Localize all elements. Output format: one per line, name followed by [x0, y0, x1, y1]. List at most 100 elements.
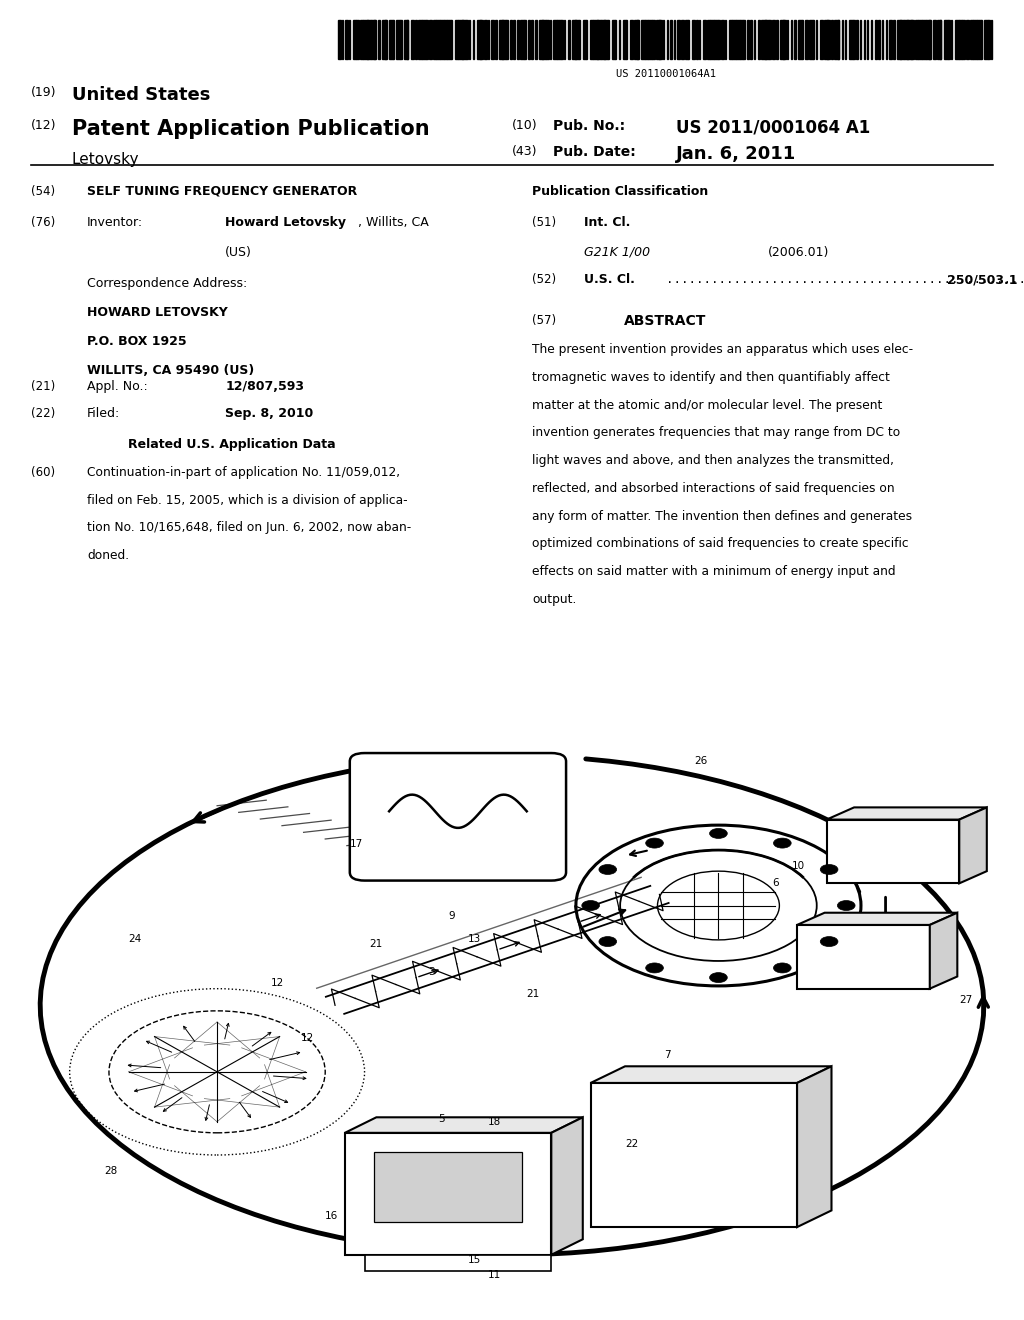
Text: (10): (10) — [512, 119, 538, 132]
Bar — [827, 20, 830, 59]
Bar — [510, 20, 512, 59]
Bar — [779, 20, 783, 59]
Bar — [385, 20, 387, 59]
Bar — [371, 20, 375, 59]
Text: United States: United States — [72, 86, 210, 104]
Bar — [711, 20, 715, 59]
Bar — [667, 20, 668, 59]
Text: 16: 16 — [326, 1210, 339, 1221]
Text: (76): (76) — [31, 216, 55, 230]
Bar — [620, 20, 621, 59]
Text: matter at the atomic and/or molecular level. The present: matter at the atomic and/or molecular le… — [532, 399, 883, 412]
Bar — [783, 20, 786, 59]
Bar — [436, 20, 439, 59]
Circle shape — [646, 964, 664, 973]
Text: Correspondence Address:: Correspondence Address: — [87, 277, 247, 290]
Bar — [695, 20, 697, 59]
Text: US 2011/0001064 A1: US 2011/0001064 A1 — [676, 119, 870, 137]
Bar — [743, 20, 745, 59]
Bar — [466, 20, 468, 59]
Text: (US): (US) — [225, 246, 252, 259]
Bar — [539, 20, 543, 59]
Bar — [655, 20, 659, 59]
Text: Howard Letovsky: Howard Letovsky — [225, 216, 346, 230]
Text: doned.: doned. — [87, 549, 129, 562]
Bar — [382, 20, 386, 59]
Text: SELF TUNING FREQUENCY GENERATOR: SELF TUNING FREQUENCY GENERATOR — [87, 185, 357, 198]
Text: (57): (57) — [532, 314, 557, 327]
Polygon shape — [591, 1067, 831, 1082]
Text: 7: 7 — [665, 1049, 671, 1060]
Bar — [714, 20, 718, 59]
Bar — [703, 20, 707, 59]
Circle shape — [646, 838, 664, 847]
Text: Appl. No.:: Appl. No.: — [87, 380, 147, 393]
Bar — [342, 20, 343, 59]
Bar — [408, 20, 409, 59]
Bar — [692, 20, 695, 59]
Text: 21: 21 — [526, 989, 540, 999]
Text: HOWARD LETOVSKY: HOWARD LETOVSKY — [87, 306, 227, 319]
Circle shape — [582, 900, 599, 911]
FancyBboxPatch shape — [350, 752, 566, 880]
Text: 21: 21 — [370, 939, 383, 949]
Bar — [933, 20, 936, 59]
Bar — [911, 20, 914, 59]
Text: tion No. 10/165,648, filed on Jun. 6, 2002, now aban-: tion No. 10/165,648, filed on Jun. 6, 20… — [87, 521, 412, 535]
Bar — [604, 20, 607, 59]
Text: 250/503.1: 250/503.1 — [947, 273, 1018, 286]
Text: 26: 26 — [694, 756, 708, 766]
Bar — [480, 20, 483, 59]
Text: The present invention provides an apparatus which uses elec-: The present invention provides an appara… — [532, 343, 913, 356]
Bar — [919, 20, 922, 59]
Bar — [769, 20, 771, 59]
Bar — [487, 20, 488, 59]
Bar — [718, 20, 720, 59]
Bar — [536, 20, 538, 59]
Text: G21K 1/00: G21K 1/00 — [584, 246, 650, 259]
Bar — [904, 20, 908, 59]
Bar — [813, 20, 814, 59]
Text: Filed:: Filed: — [87, 407, 120, 420]
Bar — [856, 20, 858, 59]
Polygon shape — [797, 1067, 831, 1228]
Bar — [356, 20, 359, 59]
Bar — [860, 20, 861, 59]
Bar — [443, 20, 446, 59]
Text: (54): (54) — [31, 185, 55, 198]
Text: 6: 6 — [772, 878, 779, 888]
Circle shape — [838, 900, 855, 911]
Bar — [392, 20, 393, 59]
Bar — [802, 20, 803, 59]
Bar — [699, 20, 700, 59]
Bar — [984, 20, 988, 59]
Bar — [725, 20, 726, 59]
Text: (22): (22) — [31, 407, 55, 420]
Text: 18: 18 — [487, 1117, 501, 1126]
Bar — [499, 20, 503, 59]
Bar — [758, 20, 760, 59]
Bar — [579, 20, 580, 59]
Bar — [590, 20, 593, 59]
Circle shape — [820, 937, 838, 946]
Text: Pub. Date:: Pub. Date: — [553, 145, 636, 160]
Bar — [970, 20, 973, 59]
Bar — [557, 20, 561, 59]
Bar — [955, 20, 959, 59]
Text: 11: 11 — [487, 1270, 501, 1280]
Bar — [564, 20, 565, 59]
Bar — [583, 20, 586, 59]
Bar — [543, 20, 547, 59]
Bar — [879, 20, 881, 59]
Bar — [517, 20, 519, 59]
Bar — [368, 20, 372, 59]
Text: light waves and above, and then analyzes the transmitted,: light waves and above, and then analyzes… — [532, 454, 895, 467]
Text: Letovsky: Letovsky — [72, 152, 139, 166]
Bar — [575, 20, 580, 59]
Bar — [641, 20, 645, 59]
Bar — [951, 20, 952, 59]
Bar — [977, 20, 981, 59]
Text: Jan. 6, 2011: Jan. 6, 2011 — [676, 145, 796, 164]
Bar — [835, 20, 839, 59]
Text: 10: 10 — [793, 862, 805, 871]
